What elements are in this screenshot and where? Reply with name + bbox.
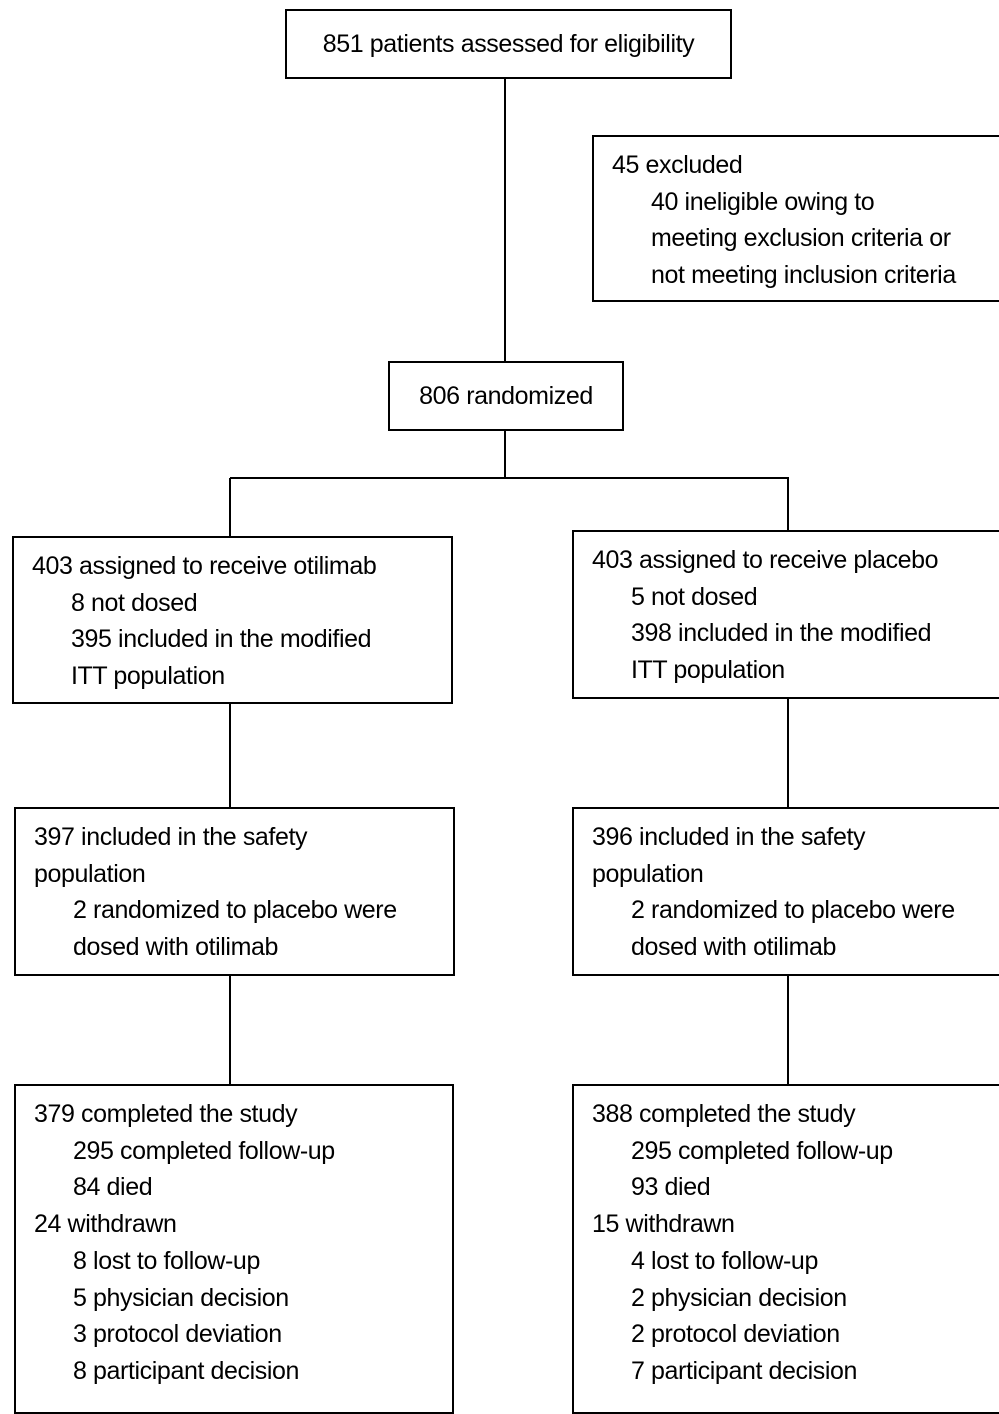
text-line: population [592, 859, 704, 888]
box-otilimab-arm: 403 assigned to receive otilimab 8 not do… [12, 536, 453, 704]
box-text: 806 randomized [419, 378, 593, 415]
text-line: dosed with otilimab [73, 933, 279, 962]
text-line: 15 withdrawn [592, 1210, 735, 1239]
text-line: 295 completed follow-up [631, 1136, 893, 1165]
text-line: 4 lost to follow-up [631, 1246, 818, 1275]
text-line: 5 physician decision [73, 1283, 289, 1312]
box-text: 379 completed the study 295 completed fol… [34, 1096, 452, 1390]
text-line: 93 died [631, 1173, 711, 1202]
box-text: 45 excluded 40 ineligible owing to meeting… [612, 147, 999, 294]
text-line: 2 randomized to placebo were [73, 896, 397, 925]
text-line: ITT population [631, 656, 785, 685]
text-line: dosed with otilimab [631, 933, 837, 962]
text-line: population [34, 859, 146, 888]
box-placebo-outcome: 388 completed the study 295 completed fol… [572, 1084, 999, 1414]
text-line: 388 completed the study [592, 1100, 856, 1128]
text-line: 7 participant decision [631, 1356, 858, 1385]
text-line: 2 randomized to placebo were [631, 896, 955, 925]
text-line: 403 assigned to receive otilimab [32, 552, 377, 580]
box-text: 388 completed the study 295 completed fol… [592, 1096, 999, 1390]
text-line: 24 withdrawn [34, 1210, 177, 1239]
text-line: 379 completed the study [34, 1100, 298, 1128]
box-text: 396 included in the safety population 2 ra… [592, 819, 999, 966]
box-placebo-arm: 403 assigned to receive placebo 5 not dos… [572, 530, 999, 699]
text-line: 8 lost to follow-up [73, 1246, 260, 1275]
box-randomized: 806 randomized [388, 361, 624, 431]
text-line: 40 ineligible owing to [651, 187, 875, 216]
box-excluded: 45 excluded 40 ineligible owing to meeting… [592, 135, 999, 302]
text-line: 403 assigned to receive placebo [592, 546, 939, 574]
connector-lines [229, 78, 789, 1085]
text-line: 8 participant decision [73, 1356, 300, 1385]
text-line: 84 died [73, 1173, 153, 1202]
text-line: 2 physician decision [631, 1283, 847, 1312]
text-line: 397 included in the safety [34, 823, 308, 851]
text-line: 2 protocol deviation [631, 1320, 840, 1349]
box-text: 403 assigned to receive placebo 5 not dos… [592, 542, 999, 689]
text-line: meeting exclusion criteria or [651, 224, 951, 253]
text-line: 398 included in the modified [631, 619, 932, 648]
text-line: 5 not dosed [631, 582, 758, 611]
box-otilimab-safety: 397 included in the safety population 2 ra… [14, 807, 455, 976]
text-line: not meeting inclusion criteria [651, 261, 956, 290]
text-line: 3 protocol deviation [73, 1320, 282, 1349]
box-text: 403 assigned to receive otilimab 8 not do… [32, 548, 451, 695]
text-line: 295 completed follow-up [73, 1136, 335, 1165]
text-line: 395 included in the modified [71, 625, 372, 654]
text-line: 45 excluded [612, 151, 743, 179]
box-placebo-safety: 396 included in the safety population 2 ra… [572, 807, 999, 976]
text-line: 8 not dosed [71, 588, 198, 617]
text-line: 396 included in the safety [592, 823, 866, 851]
box-assessed: 851 patients assessed for eligibility [285, 9, 732, 79]
text-line: 806 randomized [419, 381, 593, 410]
text-line: 851 patients assessed for eligibility [322, 29, 695, 58]
text-line: ITT population [71, 662, 225, 691]
box-text: 397 included in the safety population 2 ra… [34, 819, 453, 966]
box-otilimab-outcome: 379 completed the study 295 completed fol… [14, 1084, 454, 1414]
box-text: 851 patients assessed for eligibility [323, 26, 695, 63]
